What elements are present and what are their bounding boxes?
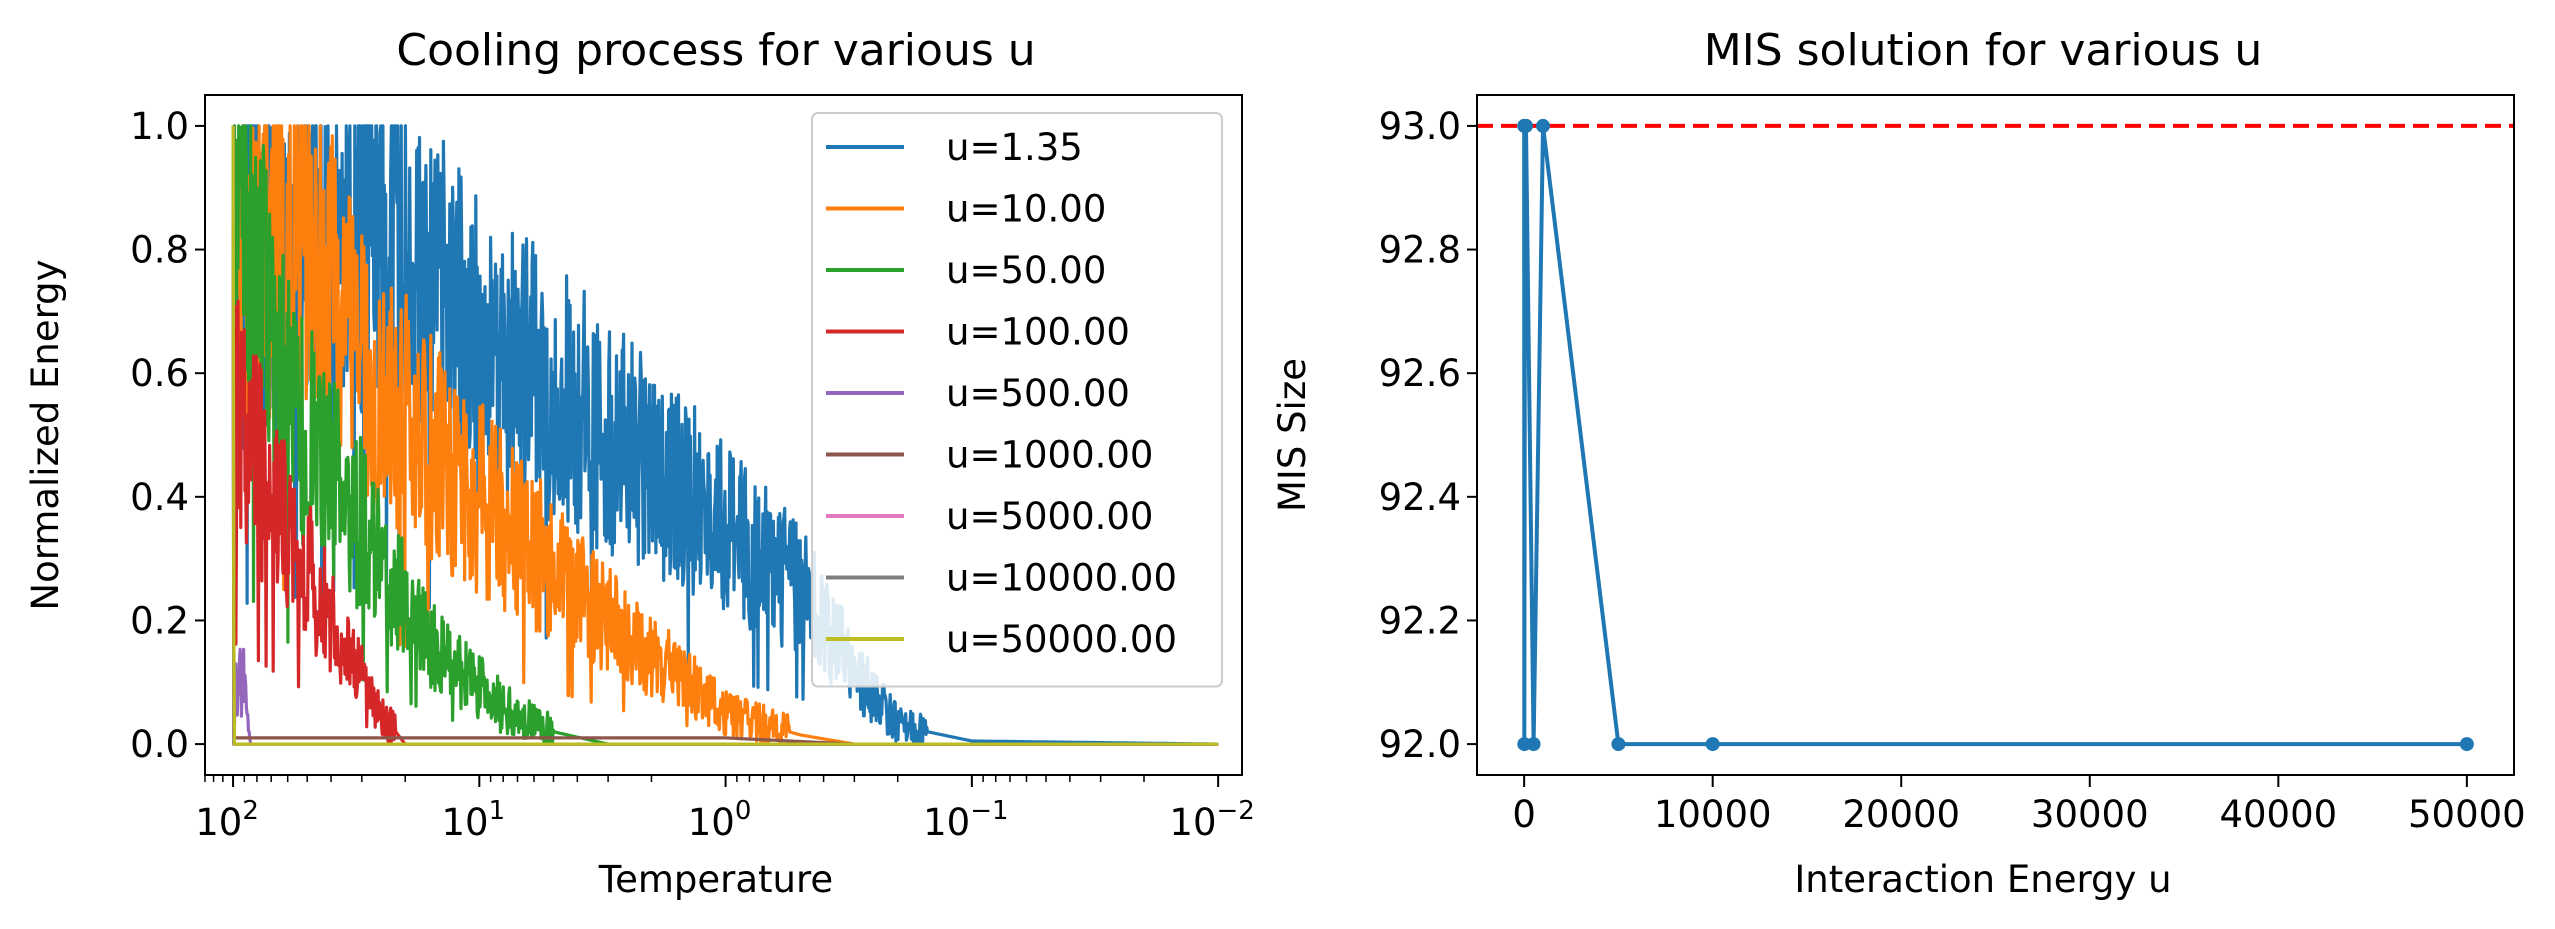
right-chart-title: MIS solution for various u [1704,25,2263,76]
left-x-tick-label: 102 [195,796,259,844]
legend-label-5: u=1000.00 [946,434,1153,477]
right-x-ticks: 0 10000 20000 30000 40000 50000 [1512,775,2526,836]
right-y-axis-label: MIS Size [1271,358,1314,512]
left-chart-title: Cooling process for various u [396,25,1035,76]
legend-label-1: u=10.00 [946,188,1106,231]
legend-label-3: u=100.00 [946,311,1130,354]
left-plot-area [231,124,1220,746]
legend-label-6: u=5000.00 [946,495,1153,538]
mis-point-4 [1526,737,1541,752]
right-y-ticks: 92.0 92.2 92.4 92.6 92.8 93.0 [1379,105,1477,766]
left-y-ticks: 0.0 0.2 0.4 0.6 0.8 1.0 [130,105,205,766]
left-y-tick-label: 0.0 [130,723,189,766]
right-x-axis-label: Interaction Energy u [1794,858,2171,901]
left-axes-frame [204,94,1243,776]
left-y-tick-label: 0.8 [130,229,189,272]
legend-label-2: u=50.00 [946,249,1106,292]
right-x-tick-label: 20000 [1842,793,1960,836]
mis-point-7 [1705,737,1720,752]
left-y-tick-label: 0.6 [130,352,189,395]
left-series-line-0 [231,124,1220,746]
right-x-tick-label: 10000 [1654,793,1772,836]
right-y-tick-label: 93.0 [1379,105,1461,148]
right-x-tick-label: 40000 [2219,793,2337,836]
left-y-axis-label: Normalized Energy [24,259,67,610]
legend-label-8: u=50000.00 [946,618,1177,661]
right-y-tick-label: 92.4 [1379,476,1461,519]
mis-series-line [1522,123,2467,747]
left-series-group [231,124,1220,746]
legend-label-0: u=1.35 [946,126,1083,169]
left-y-tick-label: 1.0 [130,105,189,148]
right-y-tick-label: 92.6 [1379,352,1461,395]
right-y-tick-label: 92.2 [1379,599,1461,642]
left-x-axis-label: Temperature [598,858,833,901]
right-chart: MIS solution for various u 92.092.292.49… [1271,25,2526,901]
left-legend: u=1.35 u=10.00 u=50.00 u=100.00 u=500.00 u=10… [811,112,1223,688]
left-x-tick-label: 10−1 [923,796,1008,844]
right-x-tick-label: 50000 [2408,793,2526,836]
right-axes-frame [1476,94,2515,776]
right-y-tick-label: 92.0 [1379,723,1461,766]
left-x-ticks: 102 101 100 10−1 10−2 [195,775,1255,844]
legend-label-7: u=10000.00 [946,557,1177,600]
right-x-tick-label: 0 [1512,793,1536,836]
mis-point-8 [2459,737,2474,752]
right-y-tick-label: 92.8 [1379,229,1461,272]
left-series-line-8 [231,125,1220,746]
left-x-tick-label: 100 [688,796,752,844]
mis-point-5 [1535,118,1550,133]
left-y-tick-label: 0.2 [130,599,189,642]
left-legend-box [811,112,1223,688]
left-chart: Cooling process for various u 0.00.20.40… [24,25,1255,901]
right-x-tick-label: 30000 [2031,793,2149,836]
right-plot-area [1477,118,2514,752]
left-x-tick-label: 101 [442,796,506,844]
left-x-tick-label: 10−2 [1169,796,1254,844]
mis-point-6 [1611,737,1626,752]
left-y-tick-label: 0.4 [130,476,189,519]
mis-point-3 [1519,118,1534,133]
legend-label-4: u=500.00 [946,372,1130,415]
